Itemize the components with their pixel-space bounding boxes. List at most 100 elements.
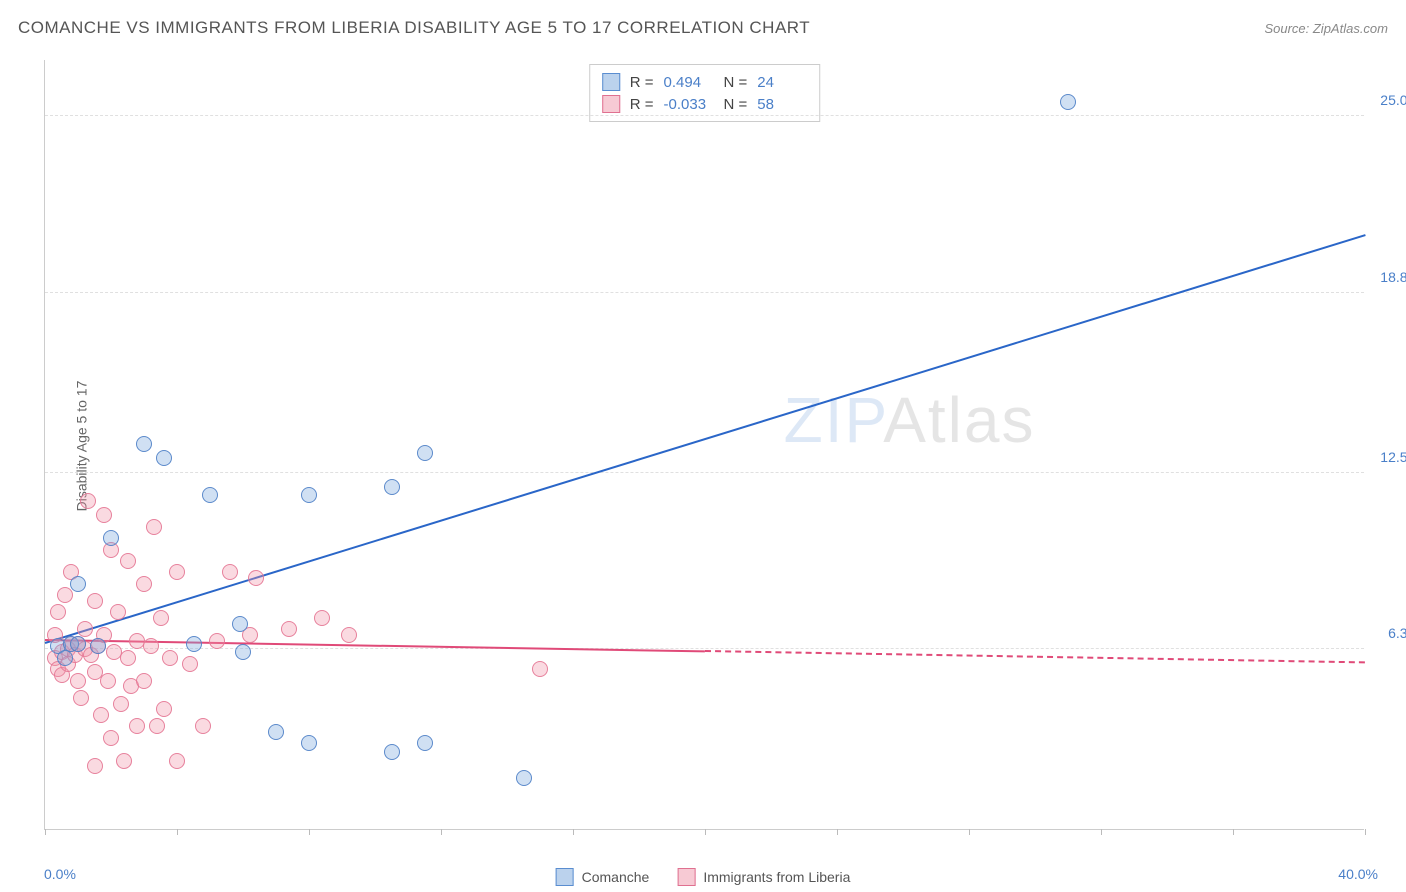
swatch-blue-icon [556,868,574,886]
data-point [209,633,225,649]
x-tick [837,829,838,835]
data-point [281,621,297,637]
data-point [103,530,119,546]
x-tick [309,829,310,835]
data-point [136,673,152,689]
data-point [90,638,106,654]
data-point [268,724,284,740]
data-point [70,576,86,592]
stats-row-pink: R = -0.033 N = 58 [602,93,808,115]
data-point [301,735,317,751]
data-point [129,718,145,734]
x-tick [441,829,442,835]
data-point [195,718,211,734]
swatch-blue-icon [602,73,620,91]
data-point [182,656,198,672]
trend-line-extrapolated [705,650,1365,663]
data-point [73,690,89,706]
data-point [110,604,126,620]
data-point [417,445,433,461]
data-point [156,701,172,717]
watermark: ZIPAtlas [784,383,1036,457]
data-point [136,436,152,452]
watermark-part2: Atlas [883,384,1035,456]
data-point [222,564,238,580]
data-point [103,730,119,746]
legend-item-liberia: Immigrants from Liberia [677,868,850,886]
data-point [120,650,136,666]
swatch-pink-icon [602,95,620,113]
data-point [96,507,112,523]
n-value-pink: 58 [757,96,807,113]
r-value-blue: 0.494 [664,74,714,91]
x-axis-max-label: 40.0% [1338,866,1378,882]
x-tick [1365,829,1366,835]
r-label: R = [630,74,654,91]
data-point [143,638,159,654]
data-point [57,587,73,603]
data-point [384,744,400,760]
source-link[interactable]: ZipAtlas.com [1313,21,1388,36]
data-point [120,553,136,569]
data-point [70,673,86,689]
x-tick [1233,829,1234,835]
data-point [162,650,178,666]
data-point [314,610,330,626]
x-tick [177,829,178,835]
x-tick [45,829,46,835]
data-point [149,718,165,734]
r-value-pink: -0.033 [664,96,714,113]
data-point [301,487,317,503]
y-tick-label: 25.0% [1380,92,1406,108]
n-label: N = [724,74,748,91]
data-point [248,570,264,586]
n-value-blue: 24 [757,74,807,91]
x-axis-min-label: 0.0% [44,866,76,882]
stats-box: R = 0.494 N = 24 R = -0.033 N = 58 [589,64,821,122]
data-point [341,627,357,643]
x-tick [573,829,574,835]
legend: Comanche Immigrants from Liberia [556,868,851,886]
data-point [136,576,152,592]
data-point [153,610,169,626]
r-label: R = [630,96,654,113]
scatter-plot: ZIPAtlas R = 0.494 N = 24 R = -0.033 N =… [44,60,1364,830]
data-point [80,493,96,509]
data-point [156,450,172,466]
data-point [384,479,400,495]
stats-row-blue: R = 0.494 N = 24 [602,71,808,93]
data-point [417,735,433,751]
gridline [45,292,1364,293]
source-prefix: Source: [1264,21,1312,36]
n-label: N = [724,96,748,113]
data-point [235,644,251,660]
data-point [93,707,109,723]
data-point [169,564,185,580]
data-point [146,519,162,535]
legend-item-comanche: Comanche [556,868,650,886]
watermark-part1: ZIP [784,384,890,456]
data-point [87,758,103,774]
title-bar: COMANCHE VS IMMIGRANTS FROM LIBERIA DISA… [18,18,1388,38]
x-tick [969,829,970,835]
trend-line [45,234,1366,644]
legend-label: Comanche [582,869,650,885]
data-point [87,593,103,609]
data-point [516,770,532,786]
y-tick-label: 6.3% [1388,625,1406,641]
data-point [232,616,248,632]
chart-title: COMANCHE VS IMMIGRANTS FROM LIBERIA DISA… [18,18,810,38]
legend-label: Immigrants from Liberia [703,869,850,885]
data-point [57,650,73,666]
data-point [1060,94,1076,110]
gridline [45,472,1364,473]
data-point [100,673,116,689]
source-credit: Source: ZipAtlas.com [1264,21,1388,36]
y-tick-label: 12.5% [1380,449,1406,465]
gridline [45,115,1364,116]
data-point [169,753,185,769]
data-point [532,661,548,677]
x-tick [1101,829,1102,835]
data-point [113,696,129,712]
x-tick [705,829,706,835]
